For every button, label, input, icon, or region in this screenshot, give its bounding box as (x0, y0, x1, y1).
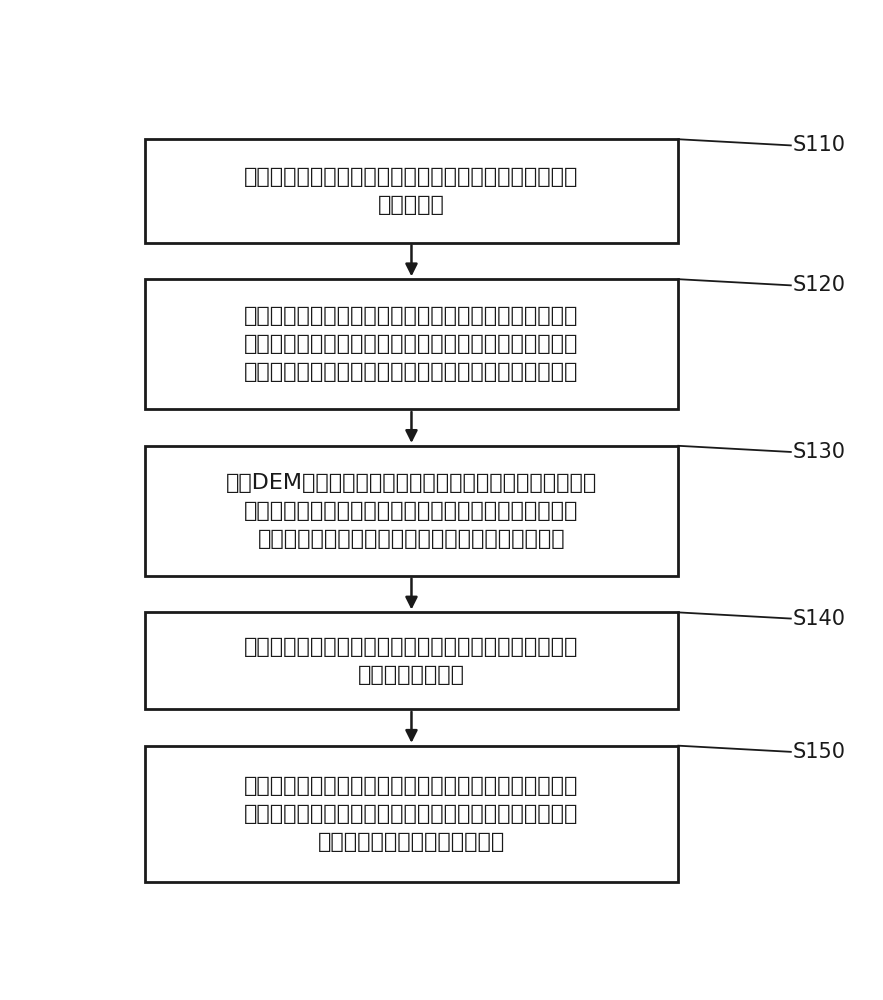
Bar (145, 612, 678, 709)
Text: S130: S130 (792, 442, 845, 462)
Text: S140: S140 (792, 609, 845, 629)
Text: 获取岩石样本在至少两个不同压力下的实测体积模量和实
测剪切模量: 获取岩石样本在至少两个不同压力下的实测体积模量和实 测剪切模量 (245, 167, 578, 215)
Bar (145, 446, 678, 576)
Bar (145, 279, 678, 409)
Bar (145, 139, 678, 243)
Text: S120: S120 (792, 275, 845, 295)
Text: 基于DEM模型下的模量与裂隙密度关系，通过所述高压模量
确定对应于所述岩石样本的累积裂隙密度；所述累积裂隙
密度表示所述岩石样本中开孔微裂隙的裂隙密度总和: 基于DEM模型下的模量与裂隙密度关系，通过所述高压模量 确定对应于所述岩石样本的… (226, 473, 597, 549)
Text: 结合岩石样本的孔隙结构参数和所述微裂隙孔隙度分布谱
，确定对应于所述岩石样本的地震波速度参数；所述地震
波速度参数包括速度频散和衰减: 结合岩石样本的孔隙结构参数和所述微裂隙孔隙度分布谱 ，确定对应于所述岩石样本的地… (245, 776, 578, 852)
Text: S110: S110 (792, 135, 845, 155)
Bar (145, 746, 678, 882)
Text: 利用所述实测体积模量和实测剪切模量计算高压模量；所
述高压模量用于表示由固体矿物基质和硬孔隙构成的岩石
样本的等效模量；所述硬孔隙包括围压不可被压缩的孔隙: 利用所述实测体积模量和实测剪切模量计算高压模量；所 述高压模量用于表示由固体矿物… (245, 306, 578, 382)
Text: 根据所述累积裂隙密度计算所述至少两个不同压力下的微
裂隙孔隙度分布谱: 根据所述累积裂隙密度计算所述至少两个不同压力下的微 裂隙孔隙度分布谱 (245, 637, 578, 685)
Text: S150: S150 (792, 742, 845, 762)
